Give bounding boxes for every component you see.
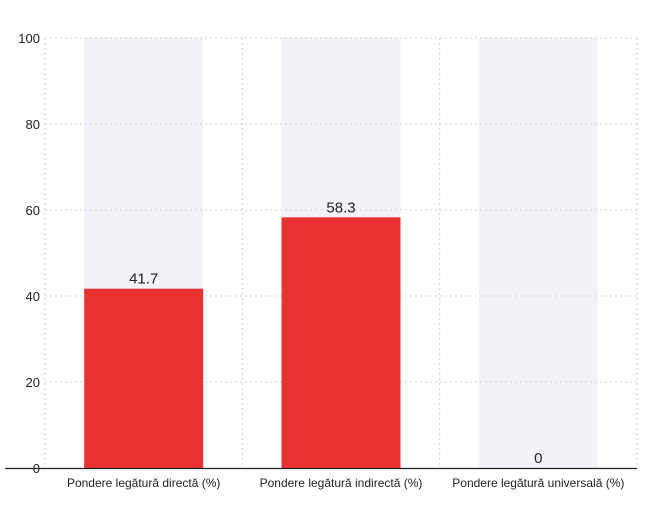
- y-tick-label: 60: [26, 203, 40, 218]
- y-tick-label: 20: [26, 375, 40, 390]
- x-tick-label: Pondere legătură universală (%): [452, 476, 624, 490]
- data-label: 58.3: [326, 199, 355, 216]
- x-tick-label: Pondere legătură directă (%): [67, 476, 220, 490]
- y-tick-label: 40: [26, 289, 40, 304]
- data-label: 41.7: [129, 271, 158, 288]
- data-label: 0: [534, 450, 542, 467]
- x-tick-label: Pondere legătură indirectă (%): [260, 476, 423, 490]
- background-bar: [478, 38, 598, 468]
- bar: [84, 288, 204, 468]
- bar: [281, 217, 401, 468]
- y-tick-label: 80: [26, 117, 40, 132]
- y-tick-label: 100: [18, 31, 40, 46]
